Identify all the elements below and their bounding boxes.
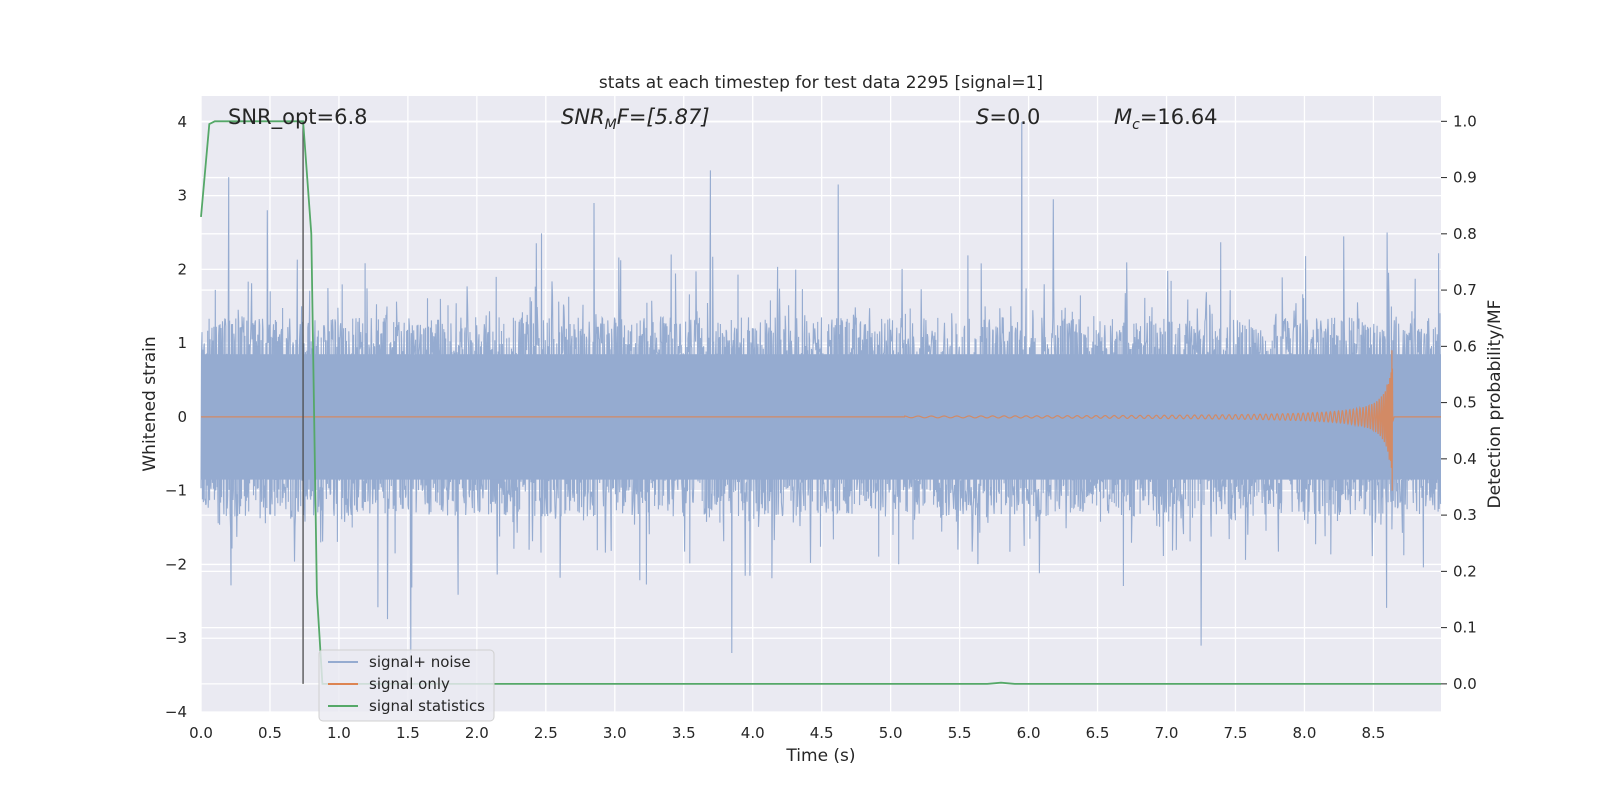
y-tick-label-left: 1 — [177, 334, 187, 352]
y-tick-label-right: 0.6 — [1453, 337, 1477, 355]
x-tick-label: 4.5 — [810, 724, 834, 742]
legend-label-signal-statistics: signal statistics — [369, 697, 485, 715]
annotation-mc-name: M — [1114, 105, 1132, 129]
annotation-mc-value: =16.64 — [1140, 105, 1218, 129]
x-axis-label: Time (s) — [785, 746, 855, 766]
annotation-s: S=0.0 — [976, 105, 1040, 129]
annotation-mc-sub: c — [1132, 117, 1140, 133]
x-tick-label: 0.5 — [258, 724, 282, 742]
y-tick-label-right: 0.1 — [1453, 619, 1477, 637]
x-tick-label: 6.5 — [1086, 724, 1110, 742]
annotation-snr-mf: SNRMF=[5.87] — [561, 105, 710, 133]
x-tick-label: 8.0 — [1293, 724, 1317, 742]
x-tick-label: 2.5 — [534, 724, 558, 742]
x-tick-label: 7.5 — [1224, 724, 1248, 742]
legend-box — [318, 649, 495, 722]
y-tick-label-left: 2 — [177, 260, 187, 278]
x-tick-label: 3.5 — [672, 724, 696, 742]
legend-label-signal-only: signal only — [369, 675, 450, 693]
annotation-snr-mf-sub: M — [605, 117, 617, 133]
series-line-signal-only — [201, 350, 1441, 491]
x-tick-label: 1.5 — [396, 724, 420, 742]
chart-title: stats at each timestep for test data 229… — [599, 73, 1043, 93]
y-tick-label-left: 4 — [177, 113, 187, 131]
y-tick-label-right: 0.7 — [1453, 281, 1477, 299]
x-tick-label: 5.0 — [879, 724, 903, 742]
x-tick-label: 7.0 — [1155, 724, 1179, 742]
x-tick-labels: 0.0 0.5 1.0 1.5 2.0 2.5 3.0 3.5 4.0 4.5 5.0 5.5 6.0 6… — [189, 724, 1385, 742]
y-tick-label-right: 0.0 — [1453, 675, 1477, 693]
y-tick-label-right: 0.8 — [1453, 225, 1477, 243]
x-tick-label: 0.0 — [189, 724, 213, 742]
annotation-snr-opt: SNR_opt=6.8 — [228, 105, 368, 130]
y-tick-label-right: 0.3 — [1453, 506, 1477, 524]
annotation-s-value: =0.0 — [989, 105, 1040, 129]
y-axis-label-right: Detection probability/MF — [1485, 300, 1505, 509]
x-tick-label: 3.0 — [603, 724, 627, 742]
series-signal-only — [201, 350, 1441, 491]
y-tick-label-left: 3 — [177, 187, 187, 205]
y-tick-label-left: −1 — [165, 482, 187, 500]
y-tick-label-right: 0.2 — [1453, 562, 1477, 580]
y-tick-label-left: −3 — [165, 629, 187, 647]
legend-label-signal-noise: signal+ noise — [369, 653, 471, 671]
annotation-s-name: S — [976, 105, 989, 129]
y-tick-label-left: 0 — [177, 408, 187, 426]
y-tick-label-right: 0.9 — [1453, 169, 1477, 187]
x-tick-label: 5.5 — [948, 724, 972, 742]
y-tick-label-left: −4 — [165, 703, 187, 721]
x-tick-label: 8.5 — [1361, 724, 1385, 742]
annotation-snr-mf-base: SNR — [561, 105, 605, 129]
y-tick-label-right: 0.4 — [1453, 450, 1477, 468]
legend: signal+ noise signal only signal statist… — [318, 649, 495, 722]
y-axis-label-left: Whitened strain — [140, 336, 160, 471]
y-tick-label-right: 1.0 — [1453, 112, 1477, 130]
y-tick-labels-right: 1.0 0.9 0.8 0.7 0.6 0.5 0.4 0.3 0.2 0.1 0.0 — [1441, 112, 1477, 693]
x-tick-label: 2.0 — [465, 724, 489, 742]
annotation-snr-mf-rest: F=[5.87] — [617, 105, 710, 129]
y-tick-label-right: 0.5 — [1453, 394, 1477, 412]
x-tick-label: 1.0 — [327, 724, 351, 742]
x-tick-label: 6.0 — [1017, 724, 1041, 742]
x-tick-label: 4.0 — [741, 724, 765, 742]
y-tick-label-left: −2 — [165, 555, 187, 573]
y-tick-labels-left: 4 3 2 1 0 −1 −2 −3 −4 — [165, 113, 187, 721]
annotation-mc: Mc=16.64 — [1114, 105, 1218, 133]
